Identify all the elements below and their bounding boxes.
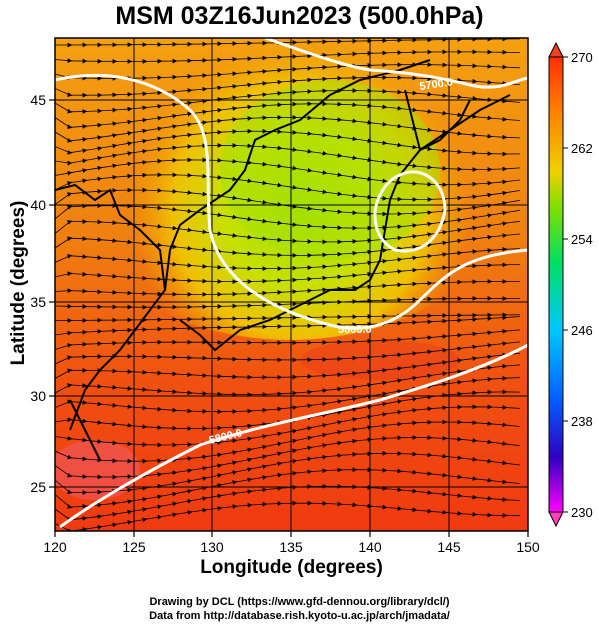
x-tick-label: 145 (437, 539, 461, 555)
chart-title: MSM 03Z16Jun2023 (500.0hPa) (115, 2, 484, 30)
y-tick-label: 35 (30, 294, 46, 310)
y-axis-label: Latitude (degrees) (8, 200, 29, 366)
colorbar-tick-label: 230 (571, 505, 593, 520)
colorbar-tick-label: 270 (571, 50, 593, 65)
x-tick-label: 135 (279, 539, 303, 555)
streamline (55, 295, 521, 310)
streamline (55, 49, 521, 64)
x-tick-label: 130 (200, 539, 224, 555)
y-tick-label: 40 (30, 197, 46, 213)
height-contours (55, 38, 528, 529)
colorbar-tick-label: 246 (571, 323, 593, 338)
y-tick-label: 25 (30, 479, 46, 495)
data-credit: Data from http://database.rish.kyoto-u.a… (149, 610, 450, 622)
drawing-credit: Drawing by DCL (https://www.gfd-dennou.o… (149, 596, 450, 608)
x-axis-label: Longitude (degrees) (200, 557, 383, 578)
x-tick-label: 125 (122, 539, 146, 555)
map-field: 5800.0 5800.0 5700.0 (55, 38, 528, 531)
colorbar: 270 262 254 246 238 230 (548, 41, 593, 528)
contour-label-5700-north: 5700.0 (419, 76, 454, 93)
streamlines (55, 38, 521, 531)
y-tick-label: 30 (30, 388, 46, 404)
x-tick-label: 140 (358, 539, 382, 555)
lat-lon-grid (55, 38, 528, 531)
x-tick-marks (54, 531, 529, 537)
colorbar-tick-label: 254 (571, 232, 593, 247)
y-tick-label: 45 (30, 92, 46, 108)
x-tick-label: 120 (43, 539, 67, 555)
streamline (55, 500, 521, 531)
colorbar-tick-label: 262 (571, 141, 593, 156)
y-tick-marks (49, 99, 55, 488)
contour-label-5800: 5800.0 (338, 324, 372, 336)
streamline (55, 38, 521, 48)
colorbar-tick-label: 238 (571, 414, 593, 429)
streamline (55, 279, 521, 297)
x-tick-label: 150 (516, 539, 540, 555)
